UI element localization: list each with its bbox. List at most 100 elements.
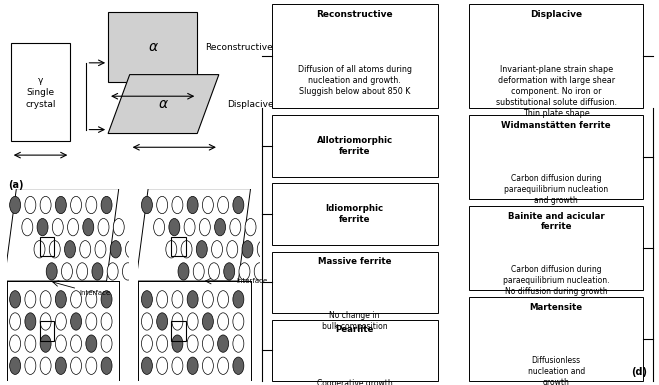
Circle shape [142,196,152,214]
Circle shape [37,219,48,236]
Circle shape [242,241,253,258]
Circle shape [55,313,67,330]
Bar [272,4,438,108]
Circle shape [71,196,82,214]
Circle shape [239,263,250,280]
Bar [171,237,186,256]
Circle shape [101,291,112,308]
Circle shape [113,219,125,236]
Circle shape [65,241,76,258]
Bar [40,237,54,256]
Circle shape [86,357,97,374]
Circle shape [233,291,244,308]
Text: Reconstructive: Reconstructive [206,43,273,52]
Text: Massive ferrite: Massive ferrite [318,257,391,266]
Circle shape [25,291,36,308]
Text: Reconstructive: Reconstructive [316,10,393,18]
Circle shape [208,263,219,280]
Circle shape [55,357,67,374]
Circle shape [172,357,183,374]
Circle shape [224,263,235,280]
Text: α: α [148,40,158,54]
Bar [469,4,643,108]
Circle shape [172,196,183,214]
Text: γ
Single
crystal: γ Single crystal [25,76,56,109]
Text: Martensite: Martensite [530,303,583,312]
Circle shape [187,291,198,308]
Circle shape [71,335,82,352]
Circle shape [83,219,94,236]
Circle shape [46,263,57,280]
Circle shape [101,313,112,330]
Circle shape [245,219,256,236]
Circle shape [166,241,177,258]
Circle shape [10,196,20,214]
Circle shape [142,335,152,352]
Bar [272,251,438,313]
Circle shape [202,357,214,374]
Circle shape [230,219,241,236]
Circle shape [71,357,82,374]
Circle shape [172,335,183,352]
Circle shape [157,291,167,308]
Circle shape [217,313,229,330]
Circle shape [86,335,97,352]
Circle shape [184,219,195,236]
Circle shape [49,241,60,258]
Bar [469,115,643,199]
Circle shape [142,291,152,308]
Circle shape [142,313,152,330]
Circle shape [157,335,167,352]
Circle shape [86,291,97,308]
Circle shape [187,335,198,352]
Circle shape [86,313,97,330]
Circle shape [215,219,225,236]
Circle shape [187,196,198,214]
Circle shape [202,335,214,352]
Circle shape [172,313,183,330]
Circle shape [86,196,97,214]
Circle shape [40,313,51,330]
Bar [108,12,197,82]
Circle shape [254,263,265,280]
Text: (d): (d) [631,367,647,377]
Circle shape [178,263,189,280]
Circle shape [80,241,91,258]
Bar [7,281,119,381]
Circle shape [142,357,152,374]
Circle shape [187,313,198,330]
Bar [40,321,54,341]
Circle shape [157,196,167,214]
Circle shape [217,357,229,374]
Circle shape [101,357,112,374]
Circle shape [157,357,167,374]
Circle shape [181,241,192,258]
Circle shape [101,196,112,214]
Circle shape [125,241,136,258]
Circle shape [25,313,36,330]
Circle shape [233,357,244,374]
Circle shape [10,357,20,374]
Circle shape [55,196,67,214]
Text: Displacive: Displacive [530,10,583,18]
Circle shape [193,263,204,280]
Circle shape [196,241,208,258]
Circle shape [40,335,51,352]
Circle shape [217,335,229,352]
Circle shape [233,313,244,330]
Circle shape [95,241,106,258]
Text: Interface: Interface [80,290,111,296]
Circle shape [55,291,67,308]
Bar [272,320,438,381]
Circle shape [217,291,229,308]
Circle shape [172,291,183,308]
Circle shape [25,357,36,374]
Circle shape [10,291,20,308]
Circle shape [233,196,244,214]
Circle shape [22,219,33,236]
Text: Idiomorphic
ferrite: Idiomorphic ferrite [326,204,384,224]
Circle shape [110,241,121,258]
Circle shape [68,219,78,236]
Circle shape [10,313,20,330]
Bar [272,183,438,245]
